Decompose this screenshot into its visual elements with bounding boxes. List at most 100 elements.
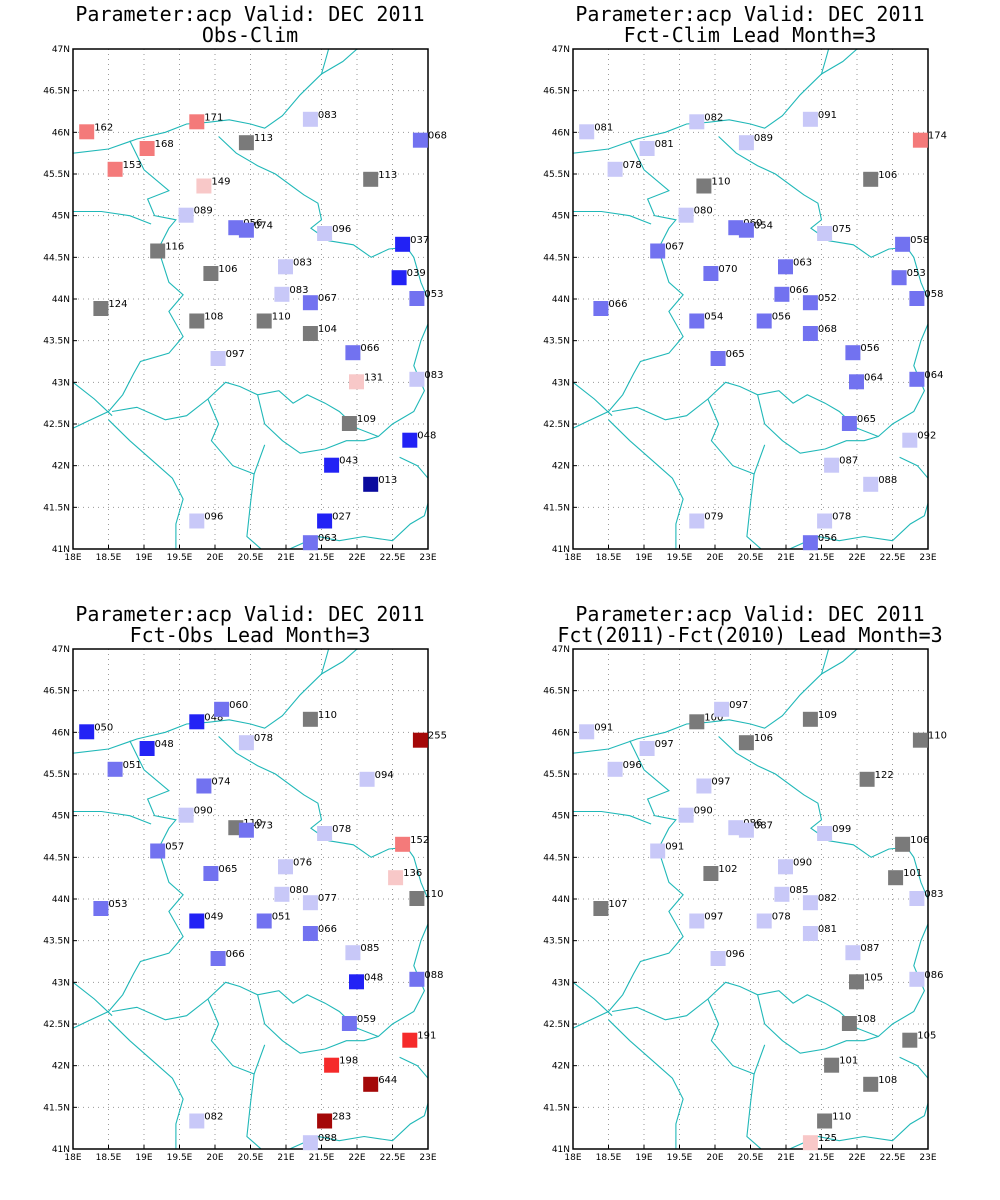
station-marker [841, 416, 857, 431]
station-marker [593, 901, 609, 916]
station-value-label: 070 [718, 264, 737, 275]
y-tick-label: 45.5N [43, 770, 70, 780]
y-tick-label: 41.5N [43, 503, 70, 513]
station-marker [317, 1113, 333, 1129]
x-tick-label: 21E [277, 553, 294, 563]
station-marker [689, 114, 705, 130]
boundary-line [612, 323, 929, 438]
panel-subtitle: Obs-Clim [201, 23, 299, 47]
station-value-label: 105 [917, 1031, 936, 1042]
y-tick-label: 46.5N [543, 687, 570, 697]
y-tick-label: 45N [52, 212, 70, 222]
station-marker [412, 132, 428, 148]
station-value-label: 054 [704, 312, 723, 323]
station-value-label: 051 [123, 760, 142, 771]
x-tick-label: 20E [706, 1153, 723, 1163]
x-tick-label: 19.5E [667, 1153, 693, 1163]
station-marker [345, 945, 361, 961]
y-tick-label: 42N [552, 462, 570, 472]
station-marker [274, 286, 290, 302]
boundary-line [820, 48, 830, 75]
station-value-label: 063 [318, 533, 337, 544]
x-tick-label: 21E [277, 1153, 294, 1163]
station-markers: 1621531681711130830681490890560740961130… [79, 110, 447, 551]
x-tick-label: 23E [419, 553, 436, 563]
x-tick-label: 21E [777, 553, 794, 563]
station-value-label: 057 [165, 842, 184, 853]
station-marker [912, 732, 928, 748]
station-marker [689, 513, 705, 529]
station-value-label: 255 [428, 731, 447, 742]
station-marker [738, 735, 754, 751]
station-value-label: 097 [711, 777, 730, 788]
panel-title: Parameter:acp Valid: DEC 2011 [575, 2, 925, 26]
station-value-label: 122 [875, 770, 894, 781]
y-tick-label: 41.5N [543, 1103, 570, 1113]
station-marker [302, 1135, 318, 1151]
station-value-label: 037 [410, 235, 429, 246]
station-marker [863, 1076, 879, 1092]
station-value-label: 074 [254, 221, 273, 232]
y-tick-label: 46N [52, 128, 70, 138]
y-tick-label: 46N [552, 728, 570, 738]
station-marker [639, 141, 655, 156]
station-marker [888, 870, 904, 886]
station-marker [802, 535, 818, 551]
x-tick-label: 18.5E [596, 1153, 622, 1163]
x-tick-label: 23E [419, 1153, 436, 1163]
station-marker [593, 301, 609, 316]
station-value-label: 067 [665, 242, 684, 253]
station-marker [256, 913, 272, 929]
station-marker [178, 807, 194, 823]
station-marker [902, 432, 918, 448]
boundary-line [257, 394, 379, 454]
station-marker [607, 161, 623, 177]
station-marker [863, 171, 879, 187]
station-value-label: 066 [318, 924, 337, 935]
station-value-label: 077 [318, 893, 337, 904]
station-marker [107, 161, 123, 177]
boundary-line [72, 140, 184, 429]
boundary-line [73, 210, 152, 225]
y-tick-label: 46.5N [43, 87, 70, 97]
station-marker [738, 822, 754, 838]
station-marker [150, 843, 166, 859]
station-marker [189, 114, 205, 130]
station-value-label: 082 [818, 893, 837, 904]
station-marker [895, 836, 911, 852]
station-marker [302, 711, 318, 727]
station-marker [359, 771, 375, 787]
boundary-line [253, 444, 266, 475]
y-tick-label: 44N [552, 295, 570, 305]
station-marker [802, 711, 818, 727]
station-value-label: 065 [218, 864, 237, 875]
station-value-label: 102 [718, 864, 737, 875]
x-tick-label: 19.5E [667, 553, 693, 563]
station-value-label: 078 [623, 160, 642, 171]
station-value-label: 053 [424, 289, 443, 300]
y-tick-label: 47N [52, 645, 70, 655]
map-panel-1: Parameter:acp Valid: DEC 2011 Obs-Clim 18E… [0, 0, 500, 600]
map-panel-4: Parameter:acp Valid: DEC 2011 Fct(2011)-F… [500, 600, 1000, 1200]
x-tick-label: 20E [206, 1153, 223, 1163]
boundary-line [320, 48, 330, 75]
station-marker [689, 913, 705, 929]
station-value-label: 059 [357, 1014, 376, 1025]
station-marker [738, 135, 754, 151]
boundary-line [399, 456, 429, 479]
station-value-label: 168 [155, 139, 174, 150]
boundary-line [757, 394, 879, 454]
x-tick-label: 22.5E [880, 553, 906, 563]
station-marker [714, 701, 730, 717]
boundary-line [108, 1019, 184, 1149]
panel-title: Parameter:acp Valid: DEC 2011 [75, 2, 425, 26]
station-value-label: 152 [410, 835, 429, 846]
x-tick-label: 18E [64, 1153, 81, 1163]
station-marker [196, 778, 212, 794]
station-marker [189, 1113, 205, 1129]
station-value-label: 090 [793, 857, 812, 868]
station-value-label: 105 [864, 972, 883, 983]
station-value-label: 050 [94, 722, 113, 733]
station-marker [696, 778, 712, 794]
y-tick-label: 43.5N [43, 937, 70, 947]
